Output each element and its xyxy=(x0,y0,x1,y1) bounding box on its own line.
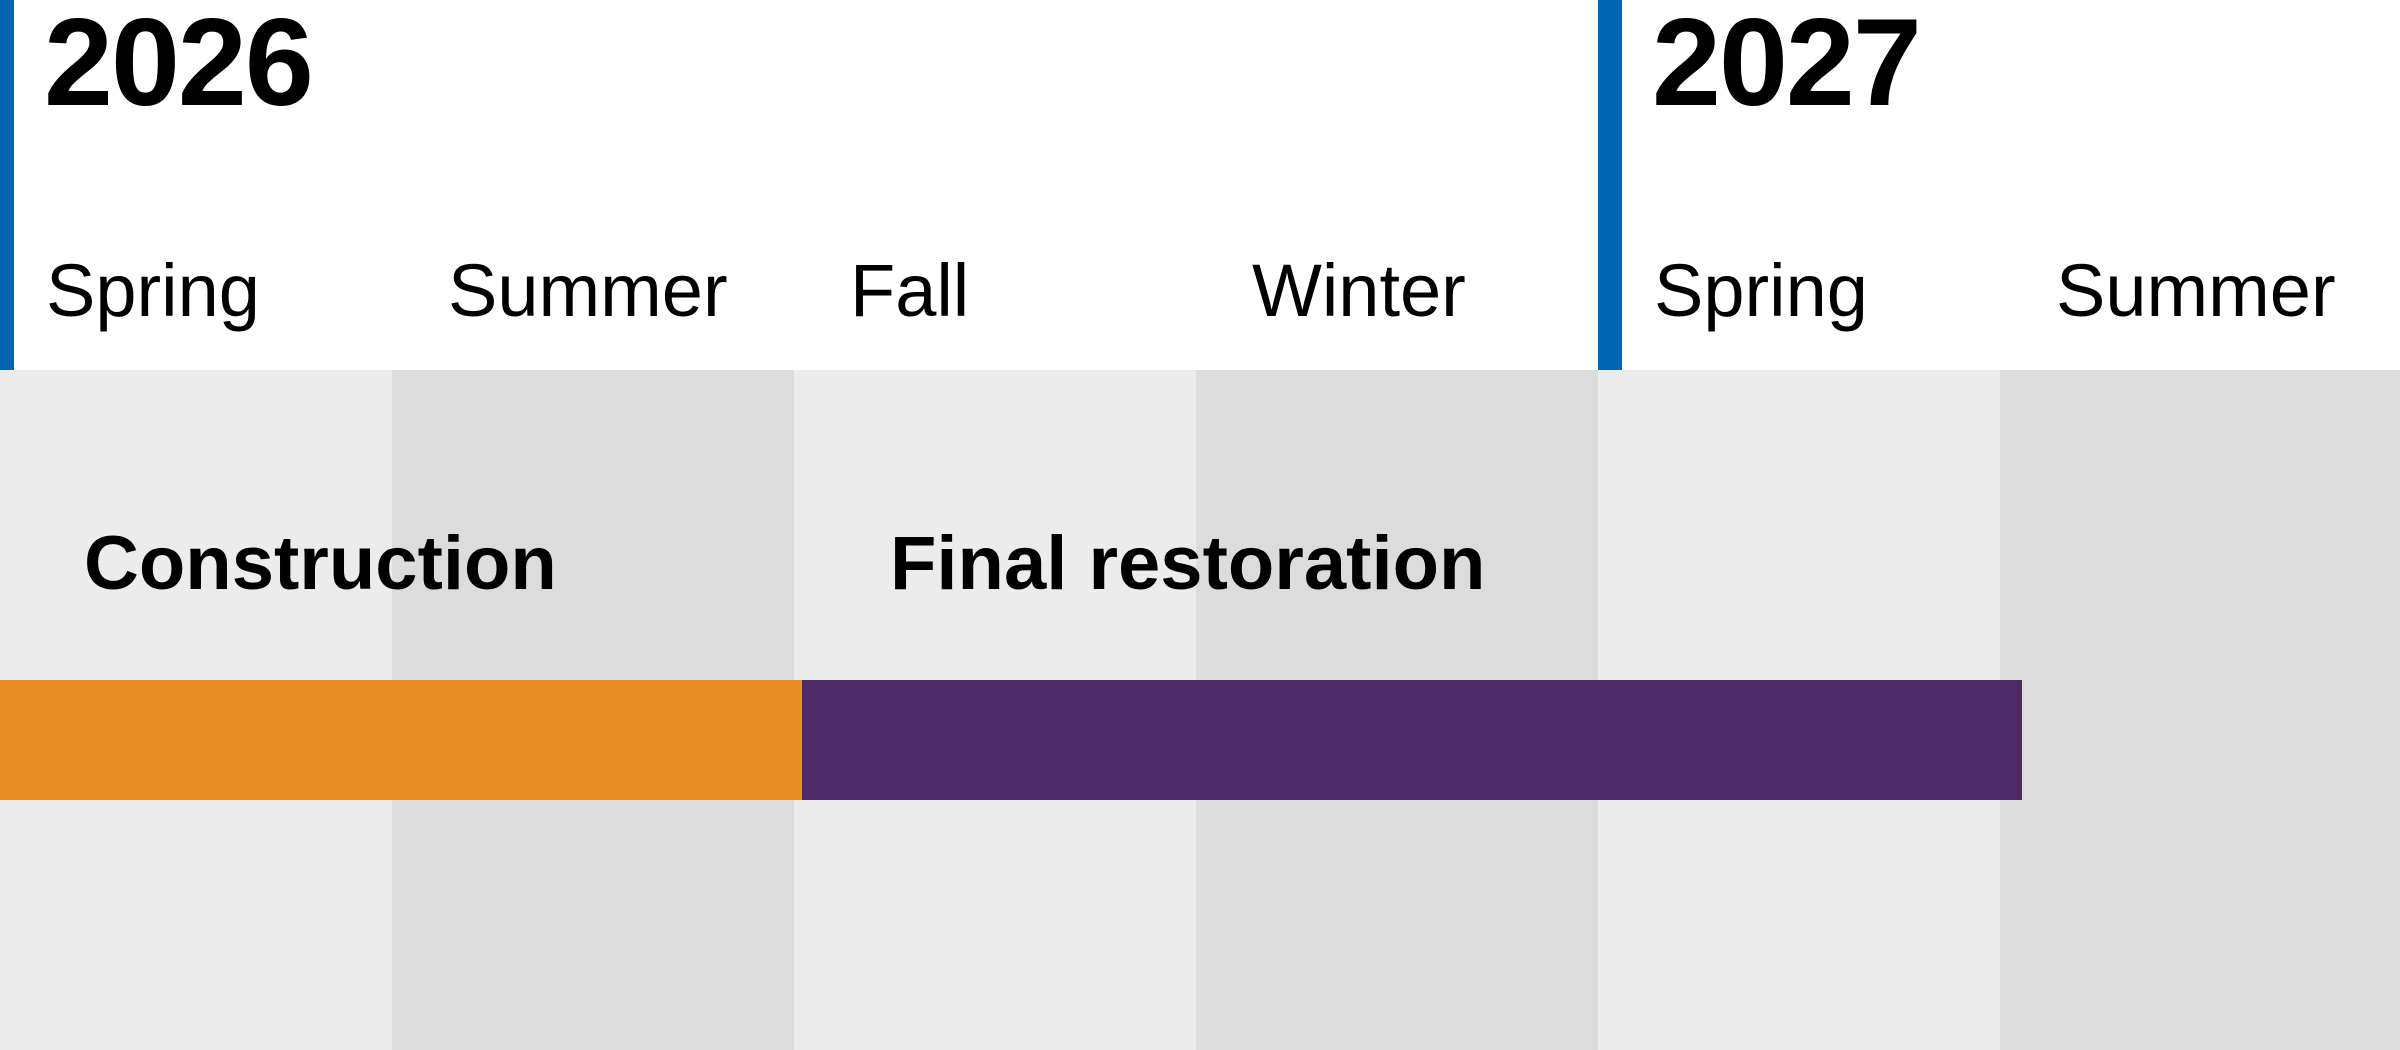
project-timeline: 2026 2027 Spring Summer Fall Winter Spring Summ… xyxy=(0,0,2400,1050)
timeline-body: Construction Final restoration xyxy=(0,370,2400,1050)
season-label: Summer xyxy=(448,248,728,333)
season-label: Spring xyxy=(1654,248,1868,333)
phase-bar xyxy=(0,680,802,800)
year-divider xyxy=(1598,0,1622,385)
timeline-column xyxy=(2000,370,2400,1050)
phase-bar xyxy=(802,680,2022,800)
timeline-header: 2026 2027 Spring Summer Fall Winter Spring Summ… xyxy=(0,0,2400,370)
phase-label: Construction xyxy=(84,520,557,607)
season-label: Fall xyxy=(850,248,969,333)
year-label: 2027 xyxy=(1652,0,1920,134)
season-label: Spring xyxy=(46,248,260,333)
year-divider xyxy=(0,0,14,385)
season-label: Winter xyxy=(1252,248,1466,333)
phase-label: Final restoration xyxy=(890,520,1485,607)
season-label: Summer xyxy=(2056,248,2336,333)
year-label: 2026 xyxy=(44,0,312,134)
